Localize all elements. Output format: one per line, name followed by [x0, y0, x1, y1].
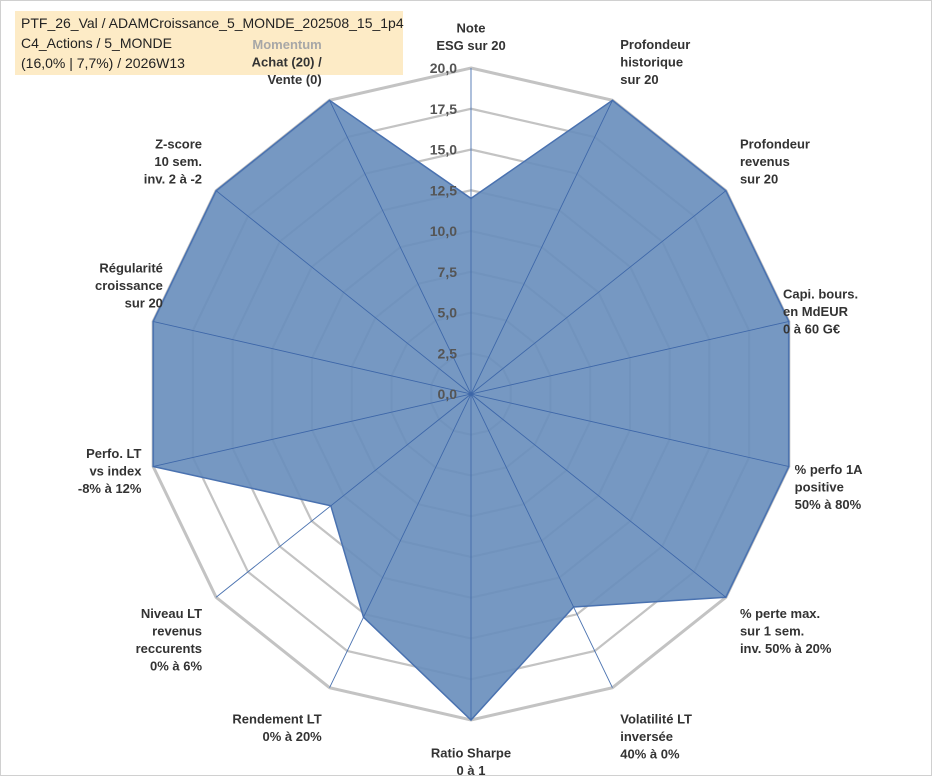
radar-series: [152, 99, 790, 722]
axis-label-11-2: sur 20: [125, 295, 163, 310]
momentum-header: Momentum: [252, 37, 321, 52]
axis-label-group-1: Profondeur historique sur 20: [620, 37, 690, 87]
axis-label-1-1: historique: [620, 55, 683, 70]
series-spoke-6: [470, 393, 574, 608]
radar-tick-labels: 0,0 2,5 5,0 7,5 10,0 12,5 15,0 17,5 20,0: [430, 60, 457, 402]
axis-label-group-2: Profondeur revenus sur 20: [740, 137, 810, 187]
axis-label-13-1: Achat (20) /: [252, 55, 322, 70]
axis-label-5-0: % perte max.: [740, 606, 820, 621]
tick-label-6: 15,0: [430, 142, 457, 158]
axis-label-3-2: 0 à 60 G€: [783, 321, 840, 336]
series-spoke-13: [329, 100, 472, 395]
axis-label-10-2: -8% à 12%: [78, 481, 142, 496]
axis-label-3-0: Capi. bours.: [783, 286, 858, 301]
axis-label-3-1: en MdEUR: [783, 304, 849, 319]
axis-label-8-1: 0% à 20%: [262, 729, 322, 744]
axis-label-group-12: Z-score 10 sem. inv. 2 à -2: [144, 137, 202, 187]
axis-label-12-1: 10 sem.: [154, 154, 202, 169]
axis-label-group-9: Niveau LT revenus reccurents 0% à 6%: [136, 606, 203, 674]
radar-axis-labels: Note ESG sur 20 Profondeur historique sur 20…: [78, 21, 863, 776]
axis-label-1-0: Profondeur: [620, 37, 690, 52]
tick-label-2: 5,0: [438, 305, 458, 321]
series-spoke-2: [470, 190, 727, 395]
axis-label-4-1: positive: [795, 480, 844, 495]
axis-label-6-1: inversée: [620, 729, 673, 744]
axis-label-13-2: Vente (0): [268, 72, 322, 87]
series-spoke-8: [363, 393, 472, 618]
series-spoke-10: [153, 393, 472, 467]
axis-label-group-10: Perfo. LT vs index -8% à 12%: [78, 446, 142, 496]
series-spoke-1: [470, 100, 613, 395]
axis-label-6-2: 40% à 0%: [620, 746, 680, 761]
tick-label-7: 17,5: [430, 101, 457, 117]
axis-label-group-4: % perfo 1A positive 50% à 80%: [795, 462, 864, 512]
axis-label-7-1: 0 à 1: [457, 763, 486, 775]
series-spoke-3: [470, 321, 789, 395]
axis-label-9-1: revenus: [152, 623, 202, 638]
tick-label-8: 20,0: [430, 60, 457, 76]
series-spoke-9: [330, 393, 472, 507]
axis-label-5-2: inv. 50% à 20%: [740, 641, 832, 656]
axis-label-11-0: Régularité: [99, 260, 163, 275]
axis-label-group-13: Momentum Achat (20) / Vente (0): [252, 37, 322, 87]
info-line-stats: (16,0% | 7,7%) / 2026W13: [21, 55, 185, 71]
portfolio-info-box: PTF_26_Val / ADAMCroissance_5_MONDE_2025…: [15, 11, 404, 75]
axis-label-11-1: croissance: [95, 278, 163, 293]
axis-label-9-2: reccurents: [136, 641, 202, 656]
axis-label-group-7: Ratio Sharpe 0 à 1: [431, 746, 511, 776]
axis-label-2-1: revenus: [740, 154, 790, 169]
axis-label-group-0: Note ESG sur 20: [436, 21, 505, 54]
tick-label-4: 10,0: [430, 223, 457, 239]
axis-label-4-0: % perfo 1A: [795, 462, 864, 477]
axis-label-4-2: 50% à 80%: [795, 497, 862, 512]
tick-label-3: 7,5: [438, 264, 458, 280]
axis-label-0-1: ESG sur 20: [436, 38, 505, 53]
axis-label-group-11: Régularité croissance sur 20: [95, 260, 163, 310]
axis-label-6-0: Volatilité LT: [620, 711, 692, 726]
axis-label-0-0: Note: [457, 21, 486, 36]
axis-label-9-3: 0% à 6%: [150, 658, 202, 673]
axis-label-2-2: sur 20: [740, 172, 778, 187]
axis-label-group-3: Capi. bours. en MdEUR 0 à 60 G€: [783, 286, 858, 336]
series-spoke-11: [153, 321, 472, 395]
series-spoke-5: [470, 393, 727, 598]
info-line-portfolio: PTF_26_Val / ADAMCroissance_5_MONDE_2025…: [21, 15, 404, 31]
axis-label-5-1: sur 1 sem.: [740, 623, 804, 638]
axis-label-12-2: inv. 2 à -2: [144, 172, 202, 187]
series-spoke-4: [470, 393, 789, 467]
axis-label-9-0: Niveau LT: [141, 606, 202, 621]
axis-label-8-0: Rendement LT: [232, 711, 321, 726]
tick-label-1: 2,5: [438, 345, 458, 361]
axis-label-7-0: Ratio Sharpe: [431, 746, 511, 761]
tick-label-5: 12,5: [430, 182, 457, 198]
axis-label-group-5: % perte max. sur 1 sem. inv. 50% à 20%: [740, 606, 832, 656]
axis-label-group-6: Volatilité LT inversée 40% à 0%: [620, 711, 692, 761]
series-spoke-12: [215, 190, 472, 395]
axis-label-10-1: vs index: [89, 464, 142, 479]
axis-label-2-0: Profondeur: [740, 137, 810, 152]
axis-label-group-8: Rendement LT 0% à 20%: [232, 711, 322, 744]
tick-label-0: 0,0: [438, 386, 458, 402]
axis-label-12-0: Z-score: [155, 137, 202, 152]
axis-label-1-2: sur 20: [620, 72, 658, 87]
axis-label-10-0: Perfo. LT: [86, 446, 141, 461]
info-line-category: C4_Actions / 5_MONDE: [21, 35, 172, 51]
